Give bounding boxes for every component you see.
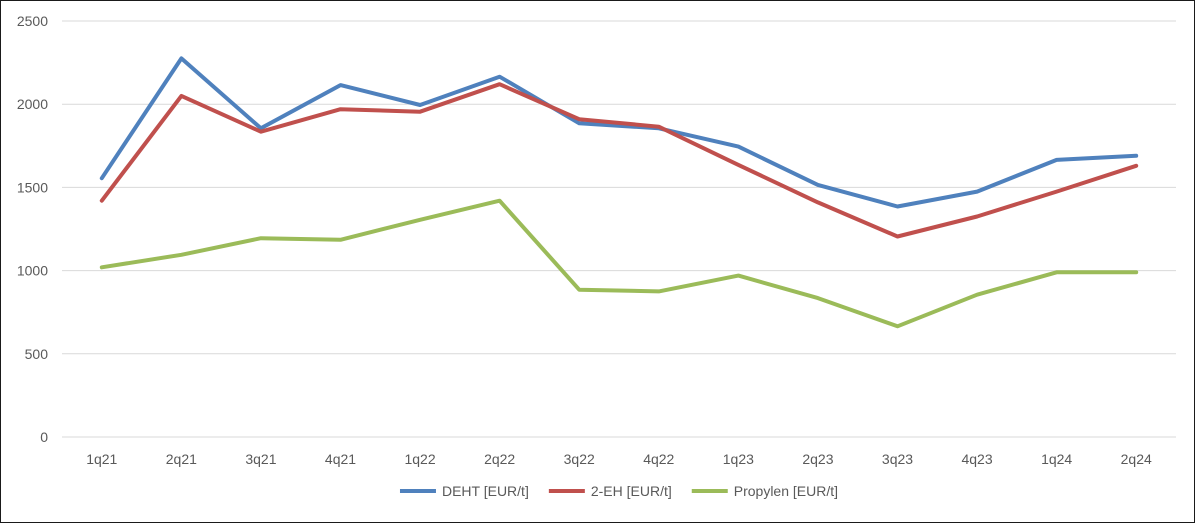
legend-label: 2-EH [EUR/t]	[591, 483, 672, 499]
x-tick-label: 4q22	[643, 451, 674, 467]
x-tick-label: 2q24	[1121, 451, 1152, 467]
legend-item-3: Propylen [EUR/t]	[691, 483, 838, 499]
y-axis-tick-labels: 0 500 1000 1500 2000 2500	[17, 13, 48, 445]
y-tick-label: 1000	[17, 263, 48, 279]
x-tick-label: 2q22	[484, 451, 515, 467]
x-tick-label: 1q24	[1041, 451, 1072, 467]
y-tick-label: 2500	[17, 13, 48, 29]
y-tick-label: 500	[25, 346, 49, 362]
x-tick-label: 1q21	[86, 451, 117, 467]
x-tick-label: 3q22	[564, 451, 595, 467]
gridlines	[62, 20, 1176, 438]
legend-label: Propylen [EUR/t]	[734, 483, 838, 499]
series-line-3	[99, 198, 1139, 329]
legend-item-2: 2-EH [EUR/t]	[548, 483, 672, 499]
x-axis-tick-labels: 1q21 2q21 3q21 4q21 1q22 2q22 3q22 4q22 1q23 2q23…	[86, 451, 1152, 467]
x-tick-label: 1q23	[723, 451, 754, 467]
legend-label: DEHT [EUR/t]	[442, 483, 529, 499]
x-tick-label: 2q21	[166, 451, 197, 467]
x-tick-label: 2q23	[802, 451, 833, 467]
y-tick-label: 2000	[17, 96, 48, 112]
x-tick-label: 4q23	[961, 451, 992, 467]
x-tick-label: 3q21	[245, 451, 276, 467]
legend: DEHT [EUR/t] 2-EH [EUR/t] Propylen [EUR/t]	[399, 483, 838, 499]
series-line-2	[99, 82, 1139, 239]
series-lines	[99, 56, 1139, 329]
x-tick-label: 1q22	[404, 451, 435, 467]
series-line-1	[99, 56, 1139, 209]
y-tick-label: 0	[40, 429, 48, 445]
x-tick-label: 4q21	[325, 451, 356, 467]
legend-item-1: DEHT [EUR/t]	[399, 483, 529, 499]
x-tick-label: 3q23	[882, 451, 913, 467]
y-tick-label: 1500	[17, 179, 48, 195]
